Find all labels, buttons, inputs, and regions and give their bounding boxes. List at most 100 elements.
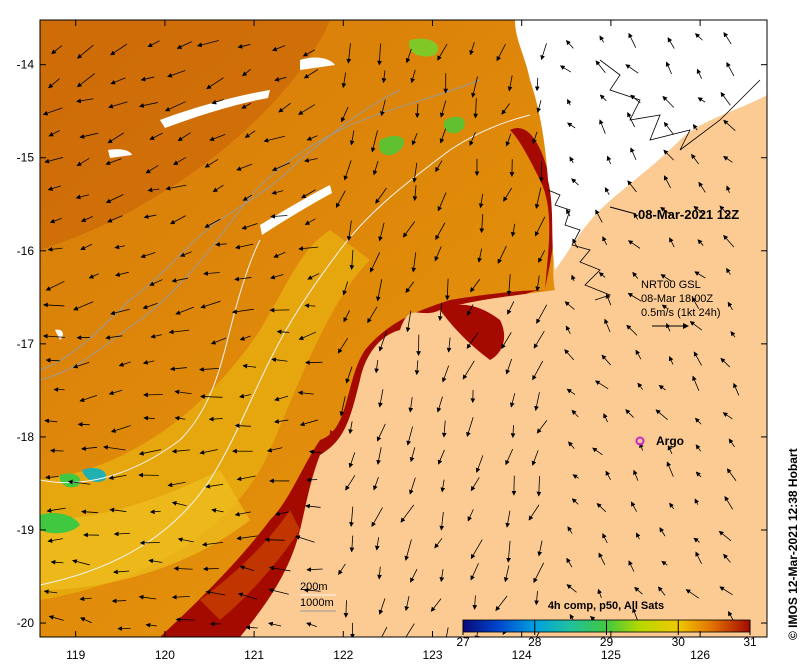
colorbar-tick-label: 31 bbox=[743, 635, 757, 649]
no-data-cloud bbox=[515, 20, 767, 270]
current-arrow bbox=[50, 559, 64, 565]
current-arrow bbox=[599, 119, 606, 134]
current-arrow bbox=[378, 598, 386, 615]
current-arrow bbox=[698, 181, 706, 193]
current-arrow bbox=[473, 98, 479, 119]
current-arrow bbox=[534, 77, 540, 92]
current-arrow bbox=[209, 134, 226, 142]
current-arrow bbox=[435, 222, 446, 241]
current-arrow bbox=[234, 511, 251, 517]
current-arrow bbox=[566, 388, 576, 395]
current-arrow bbox=[299, 419, 318, 427]
current-arrow bbox=[303, 587, 321, 593]
current-arrow bbox=[377, 43, 382, 66]
current-arrow bbox=[204, 158, 219, 168]
lon-tick-label: 125 bbox=[601, 648, 621, 662]
current-arrow bbox=[109, 507, 127, 513]
current-arrow bbox=[236, 535, 258, 541]
current-arrow bbox=[694, 271, 706, 279]
current-arrow bbox=[142, 360, 155, 365]
current-arrow bbox=[571, 178, 579, 186]
current-arrow bbox=[342, 281, 349, 296]
current-arrow bbox=[112, 569, 130, 575]
current-arrow bbox=[268, 621, 282, 627]
current-arrow bbox=[630, 94, 641, 104]
current-arrow bbox=[534, 187, 542, 210]
current-arrow bbox=[234, 276, 252, 282]
lon-tick-label: 119 bbox=[66, 648, 85, 662]
current-arrow bbox=[80, 216, 93, 222]
current-arrow bbox=[414, 360, 420, 376]
current-arrow bbox=[210, 337, 227, 345]
current-arrow bbox=[723, 31, 732, 45]
current-arrow bbox=[105, 158, 122, 166]
current-arrow bbox=[47, 538, 63, 543]
current-arrow bbox=[694, 417, 702, 425]
current-arrow bbox=[308, 449, 323, 455]
current-arrow bbox=[668, 356, 674, 365]
current-arrow bbox=[148, 558, 163, 564]
current-arrow bbox=[306, 567, 323, 572]
current-arrow bbox=[733, 382, 740, 396]
current-arrow bbox=[663, 149, 674, 161]
current-arrow bbox=[726, 62, 735, 77]
current-arrow bbox=[603, 413, 608, 423]
current-arrow bbox=[445, 278, 450, 301]
current-arrow bbox=[79, 394, 98, 403]
current-arrow bbox=[501, 332, 512, 350]
current-arrow bbox=[231, 308, 254, 315]
current-arrow bbox=[564, 349, 575, 361]
current-arrow bbox=[201, 541, 224, 547]
current-arrow bbox=[200, 300, 221, 309]
coastline-detail bbox=[547, 189, 612, 301]
current-arrow bbox=[592, 447, 603, 456]
current-arrow bbox=[370, 130, 378, 153]
current-arrow bbox=[469, 42, 475, 56]
colorbar-tick-label: 29 bbox=[600, 635, 614, 649]
current-arrow bbox=[532, 360, 544, 381]
current-arrow bbox=[301, 189, 316, 199]
current-arrow bbox=[661, 560, 668, 566]
current-arrow bbox=[44, 418, 58, 424]
current-arrow bbox=[666, 461, 674, 477]
current-arrow bbox=[730, 331, 736, 338]
current-arrow bbox=[197, 40, 219, 48]
current-arrow bbox=[145, 165, 159, 174]
current-arrow bbox=[632, 271, 639, 279]
current-arrow bbox=[402, 221, 416, 238]
lat-tick-label: -16 bbox=[17, 244, 35, 258]
current-arrow bbox=[477, 248, 483, 263]
current-arrow bbox=[409, 447, 416, 463]
current-arrow bbox=[242, 194, 253, 201]
current-arrow bbox=[444, 627, 449, 637]
current-arrow bbox=[536, 100, 542, 113]
current-arrow bbox=[306, 477, 318, 483]
current-arrow bbox=[72, 559, 90, 566]
current-arrow bbox=[110, 77, 126, 85]
current-arrow bbox=[466, 417, 474, 438]
current-arrow bbox=[379, 626, 388, 637]
current-arrow bbox=[171, 277, 188, 283]
lon-tick-label: 120 bbox=[155, 648, 175, 662]
current-arrow bbox=[81, 446, 98, 451]
current-arrow bbox=[467, 304, 474, 316]
contour-1000m bbox=[40, 79, 481, 381]
current-arrow bbox=[536, 420, 548, 434]
current-arrow bbox=[177, 537, 194, 543]
current-arrow bbox=[200, 394, 223, 400]
current-arrow bbox=[693, 351, 702, 366]
current-arrow bbox=[719, 205, 731, 218]
current-arrow bbox=[80, 617, 92, 624]
current-arrow bbox=[693, 205, 704, 215]
current-arrow bbox=[572, 238, 578, 249]
current-arrow bbox=[203, 271, 220, 276]
current-arrow bbox=[604, 187, 610, 196]
timestamp-leader bbox=[609, 206, 637, 215]
sst-warm-transition bbox=[200, 510, 300, 620]
current-arrow bbox=[149, 279, 163, 286]
current-arrow bbox=[81, 509, 99, 515]
current-arrow bbox=[439, 128, 447, 144]
current-arrow bbox=[145, 622, 158, 628]
current-arrow bbox=[276, 329, 290, 335]
current-arrow bbox=[565, 325, 571, 335]
